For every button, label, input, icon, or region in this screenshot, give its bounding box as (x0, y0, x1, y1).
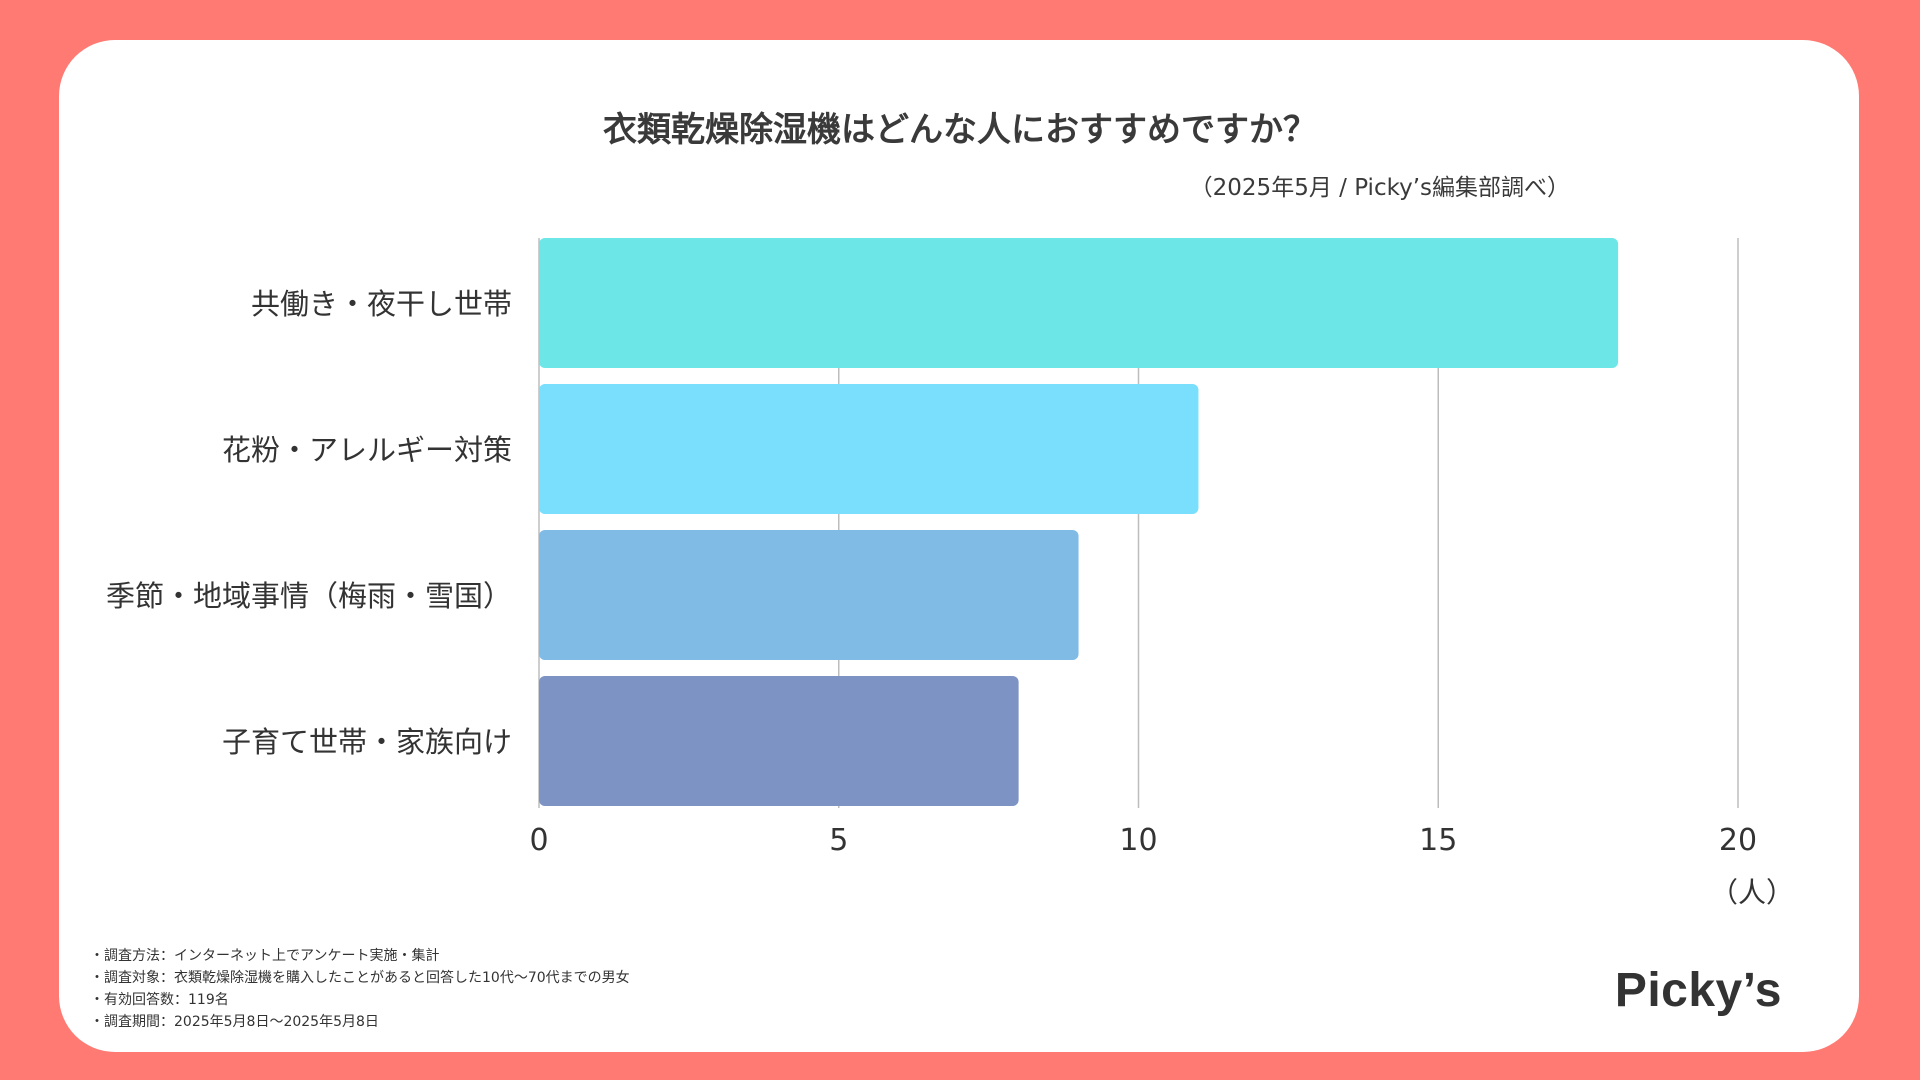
bar-2 (539, 384, 1199, 514)
x-tick-label: 10 (1119, 823, 1157, 858)
note-method: ・調査方法：インターネット上でアンケート実施・集計 (90, 948, 440, 964)
x-tick-label: 15 (1419, 823, 1457, 858)
category-label: 季節・地域事情（梅雨・雪国） (106, 579, 512, 613)
x-axis-unit-label: （人） (1710, 876, 1794, 909)
note-target: ・調査対象：衣類乾燥除湿機を購入したことがあると回答した10代〜70代までの男女 (90, 970, 630, 986)
category-label: 花粉・アレルギー対策 (222, 433, 512, 467)
x-tick-label: 5 (829, 823, 848, 858)
survey-notes: ・調査方法：インターネット上でアンケート実施・集計 ・調査対象：衣類乾燥除湿機を… (90, 945, 630, 1033)
chart-subtitle: （2025年5月 / Picky’s編集部調べ） (1189, 175, 1570, 201)
bar-4 (539, 676, 1019, 806)
x-tick-label: 0 (529, 823, 548, 858)
category-label: 共働き・夜干し世帯 (251, 287, 512, 321)
note-period: ・調査期間：2025年5月8日〜2025年5月8日 (90, 1014, 379, 1030)
x-tick-labels: 0 5 10 15 20 (529, 823, 1757, 858)
pickys-logo: Picky’s (1614, 964, 1782, 1017)
x-tick-label: 20 (1719, 823, 1757, 858)
bars (539, 238, 1619, 806)
chart-title: 衣類乾燥除湿機はどんな人におすすめですか？ (603, 110, 1317, 150)
bar-3 (539, 530, 1079, 660)
bar-1 (539, 238, 1619, 368)
category-label: 子育て世帯・家族向け (222, 725, 512, 759)
note-responses: ・有効回答数：119名 (90, 992, 229, 1008)
